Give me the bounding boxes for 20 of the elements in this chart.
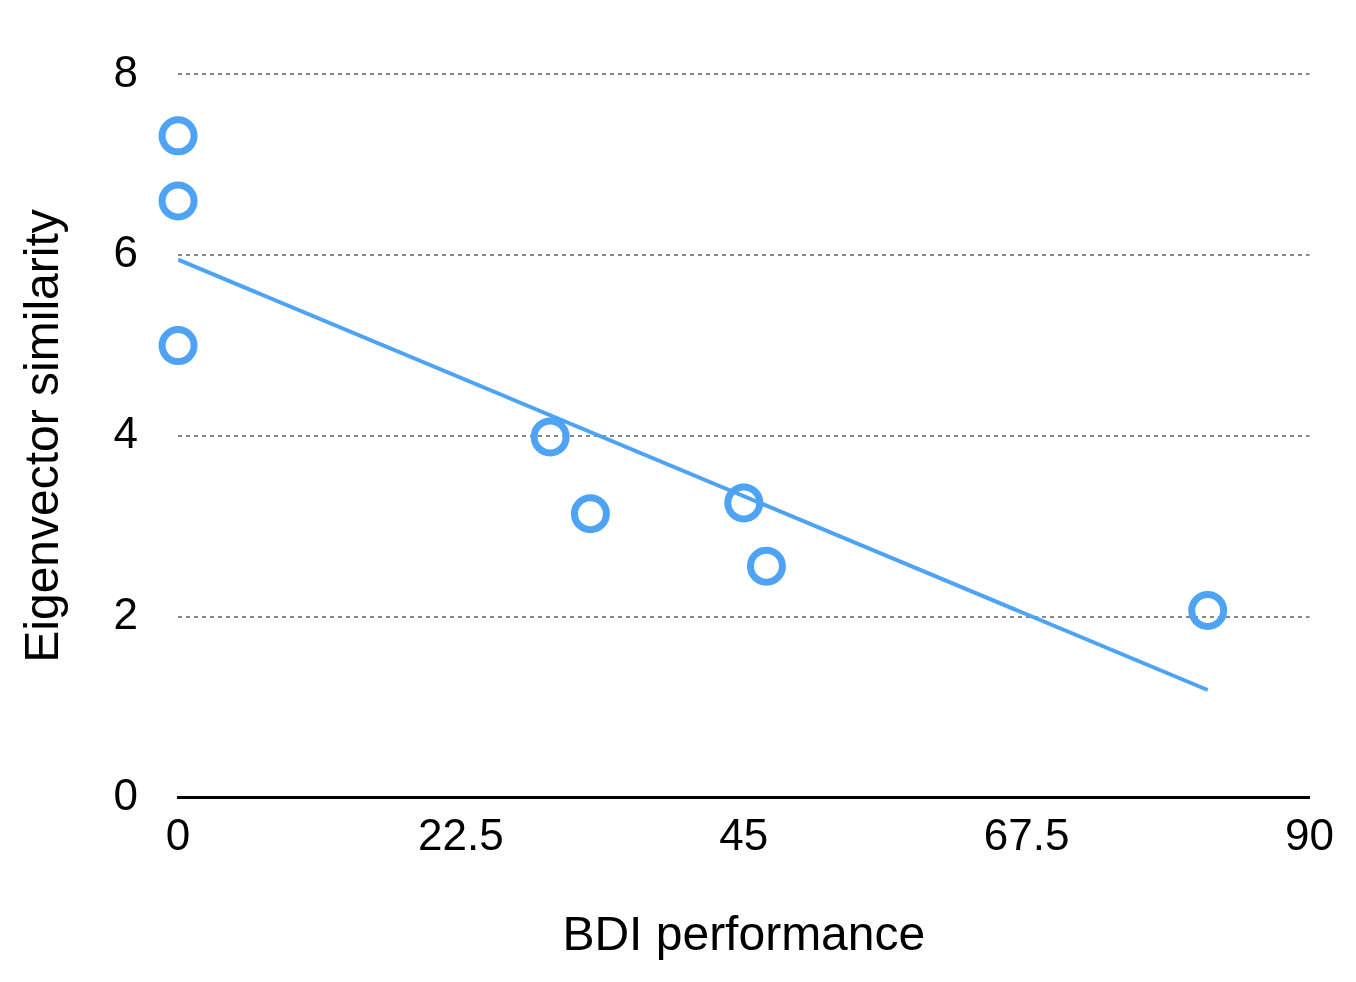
y-tick-label: 6 (113, 227, 139, 277)
y-tick-label: 2 (113, 588, 139, 638)
point (530, 417, 570, 457)
y-tick-label: 8 (113, 46, 139, 96)
x-tick-label: 45 (719, 810, 769, 860)
x-tick-label: 0 (165, 810, 191, 860)
x-axis-title: BDI performance (562, 907, 926, 961)
point (158, 326, 198, 366)
point (158, 181, 198, 221)
x-tick-label: 67.5 (983, 810, 1070, 860)
point (1188, 590, 1228, 630)
point (570, 494, 610, 534)
point (158, 116, 198, 156)
y-tick-label: 0 (113, 769, 139, 819)
y-axis-title: Eigenvector similarity (15, 209, 69, 663)
x-tick-label: 22.5 (418, 810, 504, 860)
y-tick-label: 4 (113, 408, 139, 458)
point (746, 546, 786, 586)
x-tick-label: 90 (1285, 810, 1335, 860)
point (724, 483, 764, 523)
